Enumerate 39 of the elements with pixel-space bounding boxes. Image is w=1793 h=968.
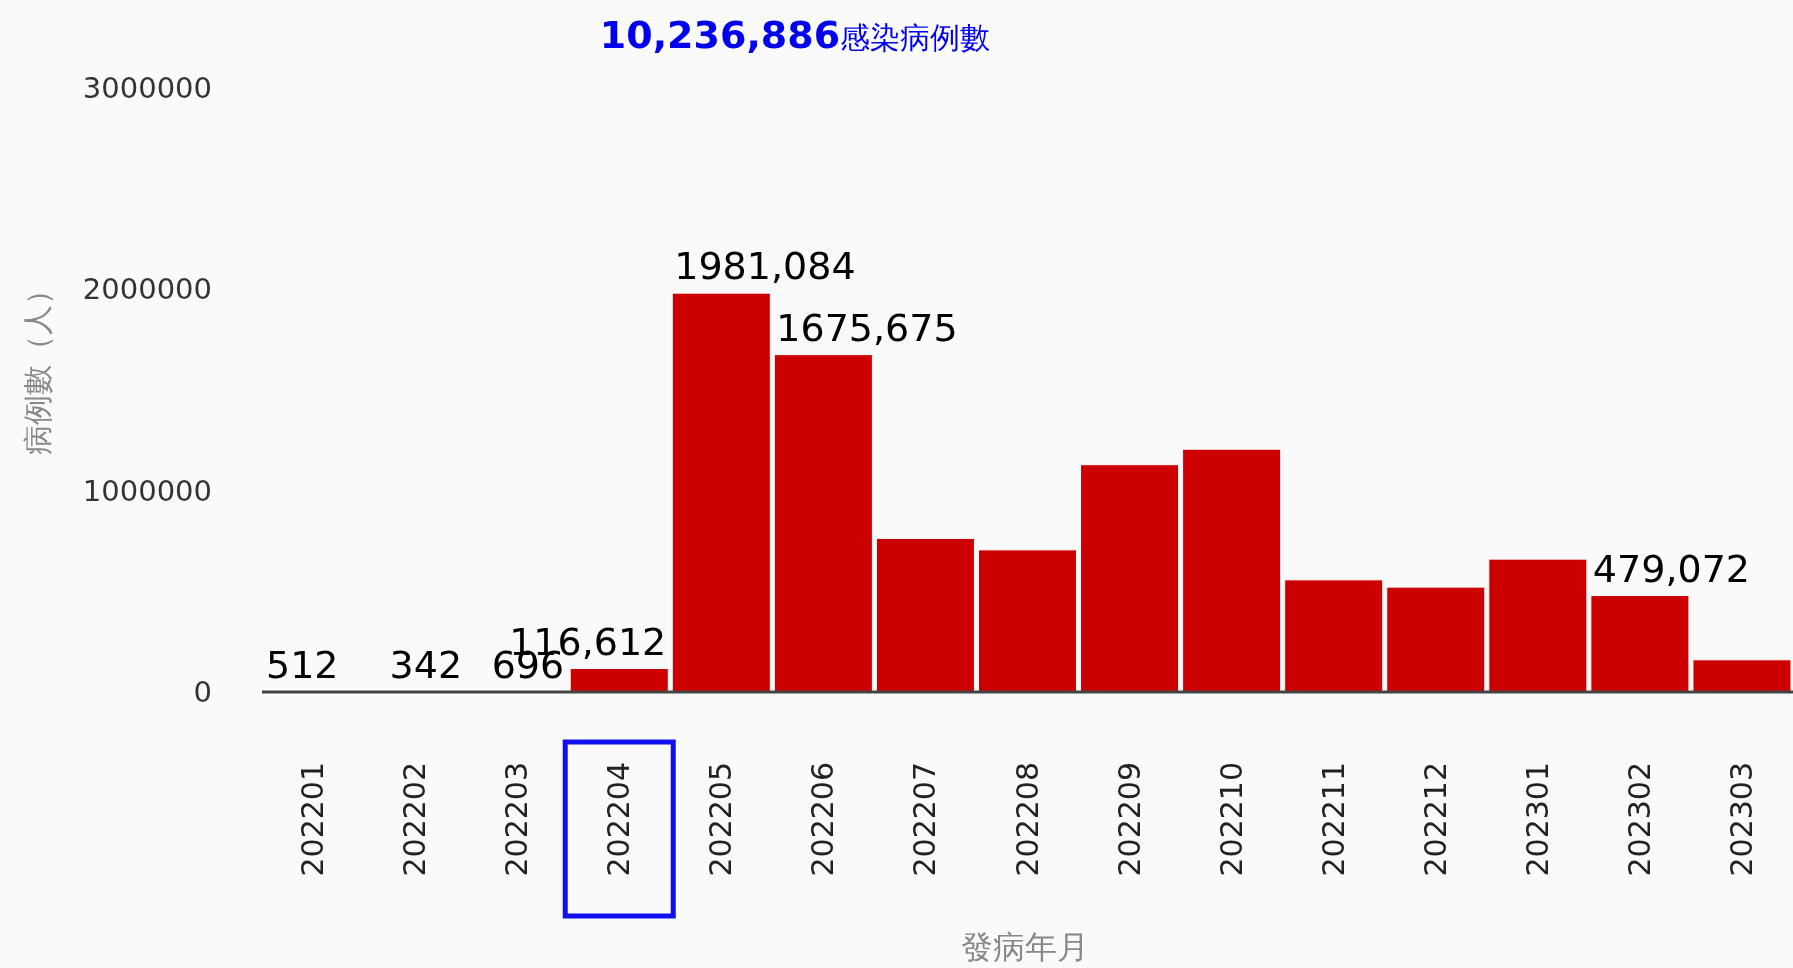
x-tick-label: 202212 <box>1417 762 1453 877</box>
x-tick-label: 202211 <box>1315 762 1351 877</box>
x-tick-label: 202209 <box>1111 762 1147 877</box>
bar <box>1182 448 1282 693</box>
y-axis-title: 病例數（人） <box>20 275 55 455</box>
x-tick-label: 202201 <box>295 762 331 877</box>
x-tick-label: 202210 <box>1213 762 1249 877</box>
x-tick-label: 202202 <box>397 762 433 877</box>
x-axis-title: 發病年月 <box>961 928 1089 966</box>
data-label: 479,072 <box>1592 546 1751 591</box>
x-tick-label: 202302 <box>1621 762 1657 877</box>
bar <box>1284 579 1384 693</box>
x-tick-label: 202203 <box>499 762 535 877</box>
x-tick-label: 202205 <box>703 762 739 877</box>
bar <box>1590 595 1690 693</box>
bar <box>875 537 975 693</box>
data-label: 1981,084 <box>674 244 856 289</box>
data-label: 1675,675 <box>776 305 958 350</box>
bar <box>773 354 873 693</box>
bar <box>671 292 771 693</box>
bar <box>1080 464 1180 693</box>
bar <box>569 668 669 693</box>
x-tick-label: 202206 <box>805 762 841 877</box>
x-tick-label: 202303 <box>1723 762 1759 877</box>
bar <box>1386 586 1486 693</box>
data-label: 342 <box>389 642 463 687</box>
data-label: 512 <box>266 642 339 687</box>
y-tick-label: 2000000 <box>82 272 212 307</box>
bar <box>977 549 1078 693</box>
x-tick-label: 202301 <box>1519 762 1555 877</box>
x-tick-label: 202204 <box>601 762 637 877</box>
x-tick-label: 202207 <box>907 762 943 877</box>
chart-title: 10,236,886感染病例數 <box>599 13 991 57</box>
y-tick-label: 0 <box>193 675 212 709</box>
bar <box>1488 558 1588 693</box>
bar <box>1692 659 1792 693</box>
x-tick-label: 202208 <box>1009 762 1045 877</box>
y-tick-label: 3000000 <box>82 71 212 105</box>
y-tick-label: 1000000 <box>82 473 212 508</box>
